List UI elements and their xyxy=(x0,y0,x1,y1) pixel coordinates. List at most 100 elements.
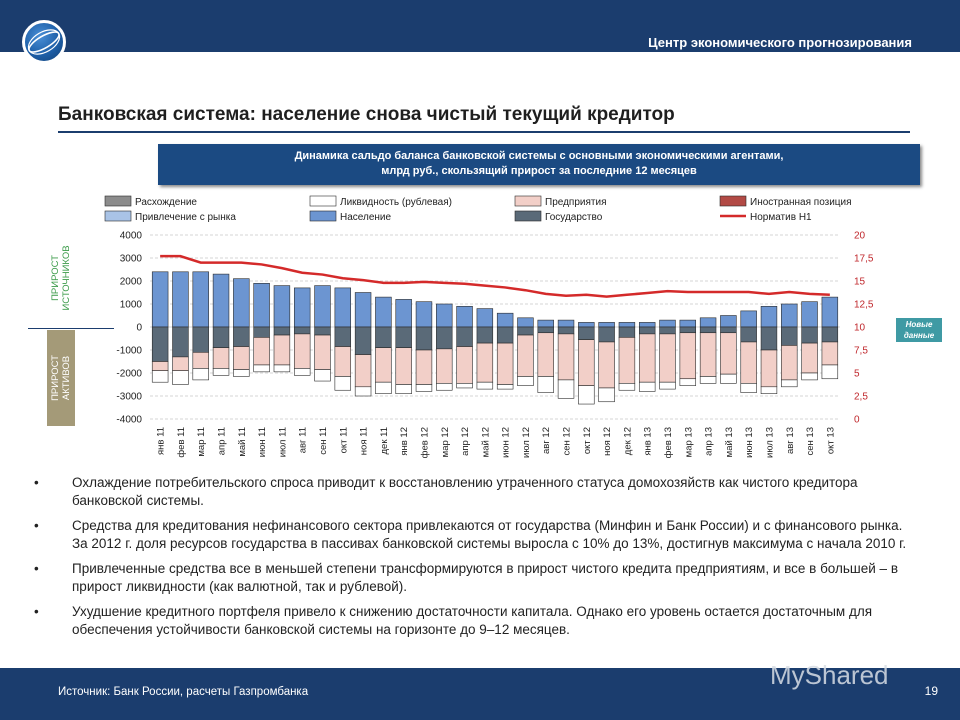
bar-Население xyxy=(821,296,839,328)
x-tick-label: янв 12 xyxy=(399,427,410,456)
bar-Население xyxy=(172,271,189,328)
bullet-list: • Охлаждение потребительского спроса прив… xyxy=(34,474,914,646)
bar-Население xyxy=(314,285,331,328)
bar-Население xyxy=(618,322,636,328)
bar-Государство xyxy=(334,326,352,347)
bar-Ликвидность (рублевая) xyxy=(273,364,291,373)
bar-Государство xyxy=(781,326,798,346)
bar-Государство xyxy=(375,326,392,349)
bar-Предприятия xyxy=(496,342,514,385)
chart-banner-line1: Динамика сальдо баланса банковской систе… xyxy=(294,150,784,162)
legend-swatch xyxy=(309,195,337,207)
bar-Ликвидность (рублевая) xyxy=(192,368,209,381)
bar-Ликвидность (рублевая) xyxy=(456,383,473,389)
bar-Государство xyxy=(151,326,169,362)
bar-Население xyxy=(638,322,656,328)
bar-Население xyxy=(578,322,595,328)
bar-Государство xyxy=(456,326,473,347)
bar-Государство xyxy=(598,326,615,343)
bar-Государство xyxy=(578,326,595,340)
x-tick-label: июн 11 xyxy=(257,427,268,457)
bar-Предприятия xyxy=(740,341,757,384)
new-data-badge: Новые данные xyxy=(896,318,942,342)
bar-Государство xyxy=(476,326,494,344)
x-tick-label: ноя 12 xyxy=(602,427,613,456)
bar-Население xyxy=(760,305,778,328)
bar-Ликвидность (рублевая) xyxy=(720,373,737,384)
bar-Население xyxy=(212,273,230,328)
bar-Государство xyxy=(760,326,778,351)
y2-tick-label: 15 xyxy=(854,277,866,288)
bar-Предприятия xyxy=(578,339,595,386)
bar-Предприятия xyxy=(476,342,494,383)
bar-Население xyxy=(334,287,352,328)
y-tick-label: -1000 xyxy=(116,346,142,357)
x-tick-label: июн 12 xyxy=(501,427,512,458)
bar-Предприятия xyxy=(395,347,412,385)
legend-swatch xyxy=(719,195,747,207)
bar-Население xyxy=(679,319,697,328)
bar-Государство xyxy=(354,326,372,355)
bar-Предприятия xyxy=(801,342,818,374)
legend-swatch xyxy=(104,210,132,222)
bar-Государство xyxy=(659,326,676,335)
bar-Население xyxy=(293,287,311,328)
bar-Ликвидность (рублевая) xyxy=(436,383,453,391)
bar-Государство xyxy=(679,326,697,334)
bar-Государство xyxy=(395,326,412,349)
bar-Государство xyxy=(517,326,534,336)
x-tick-label: дек 11 xyxy=(379,427,390,454)
x-tick-label: июл 12 xyxy=(521,427,532,458)
bar-Население xyxy=(395,299,412,328)
bar-Ликвидность (рублевая) xyxy=(557,379,575,399)
bar-Государство xyxy=(436,326,453,350)
source-note: Источник: Банк России, расчеты Газпромба… xyxy=(58,686,309,698)
bar-Ликвидность (рублевая) xyxy=(537,376,554,393)
bar-Государство xyxy=(253,326,270,338)
bar-Предприятия xyxy=(456,346,473,384)
legend-swatch xyxy=(104,195,132,207)
bullet-text: Привлеченные средства все в меньшей степ… xyxy=(72,561,898,594)
bar-Ликвидность (рублевая) xyxy=(476,381,494,390)
bar-Население xyxy=(476,308,494,328)
bullet-item: • Ухудшение кредитного портфеля привело к… xyxy=(34,604,873,637)
bar-Государство xyxy=(638,326,656,335)
y-tick-label: 1000 xyxy=(120,300,143,311)
x-tick-label: фев 11 xyxy=(176,427,187,458)
bar-Население xyxy=(720,315,737,328)
x-tick-label: фев 13 xyxy=(663,427,674,458)
x-tick-label: авг 11 xyxy=(298,427,309,453)
legend-label: Привлечение с рынка xyxy=(135,212,236,223)
x-tick-label: июл 13 xyxy=(764,427,775,458)
org-name: Центр экономического прогнозирования xyxy=(648,35,912,50)
bar-Государство xyxy=(212,326,230,349)
bar-Ликвидность (рублевая) xyxy=(659,381,676,390)
bar-Государство xyxy=(172,326,189,358)
x-tick-label: авг 13 xyxy=(785,427,796,454)
legend-label: Расхождение xyxy=(135,197,197,208)
bar-Ликвидность (рублевая) xyxy=(334,376,352,391)
footer-bar xyxy=(0,668,960,720)
x-tick-label: сен 13 xyxy=(805,427,816,456)
bar-Государство xyxy=(537,326,554,334)
bar-Население xyxy=(781,303,798,328)
bar-Ликвидность (рублевая) xyxy=(375,381,392,395)
legend-swatch xyxy=(514,195,542,207)
legend-label: Государство xyxy=(545,212,603,223)
x-tick-label: май 13 xyxy=(724,427,735,457)
bar-Ликвидность (рублевая) xyxy=(740,383,757,393)
y2-tick-label: 7,5 xyxy=(854,346,868,357)
x-tick-label: апр 13 xyxy=(704,427,715,456)
bar-Предприятия xyxy=(293,333,311,369)
bar-Ликвидность (рублевая) xyxy=(781,379,798,388)
y-tick-label: 2000 xyxy=(120,277,143,288)
y-tick-label: -4000 xyxy=(116,415,142,426)
bar-Население xyxy=(496,312,514,328)
x-tick-label: окт 11 xyxy=(338,427,349,453)
x-tick-label: авг 12 xyxy=(541,427,552,454)
x-tick-label: апр 11 xyxy=(217,427,228,455)
bar-Государство xyxy=(233,326,250,347)
bullet-item: • Средства для кредитования нефинансового… xyxy=(34,518,907,551)
x-tick-label: мар 12 xyxy=(440,427,451,457)
bar-Предприятия xyxy=(415,349,433,385)
